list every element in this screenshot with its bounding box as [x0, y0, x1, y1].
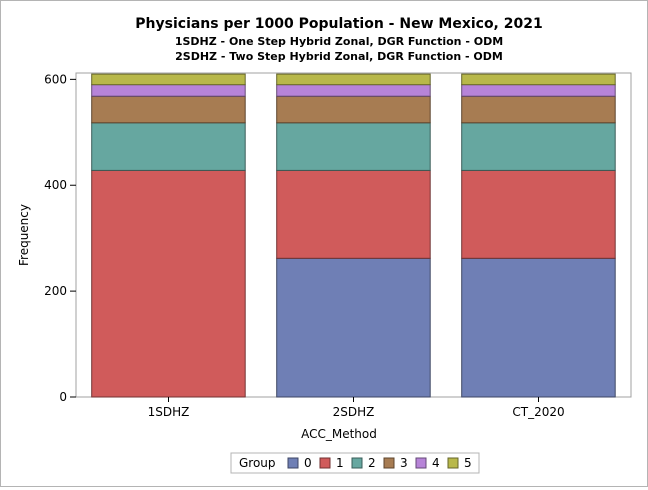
bar-segment-ct_2020-group-0	[461, 257, 616, 398]
bar-segment-2sdhz-group-2	[276, 122, 431, 171]
bar-segment-2sdhz-group-1	[276, 169, 431, 259]
x-tick-label-ct_2020: CT_2020	[512, 405, 564, 419]
bar-segment-ct_2020-group-1	[461, 169, 616, 259]
bar-segment-2sdhz-group-4	[276, 84, 431, 97]
y-tick-label: 400	[44, 178, 67, 192]
chart-subtitle-2: 2SDHZ - Two Step Hybrid Zonal, DGR Funct…	[175, 50, 503, 63]
bar-segment-ct_2020-group-5	[461, 73, 616, 86]
bar-segment-2sdhz-group-0	[276, 257, 431, 398]
legend-label-group-3: 3	[400, 456, 408, 470]
legend-swatch-group-0	[287, 457, 299, 469]
legend-title: Group	[239, 456, 276, 470]
legend-swatch-group-3	[383, 457, 395, 469]
legend-label-group-0: 0	[304, 456, 312, 470]
x-axis: 1SDHZ 2SDHZ CT_2020	[148, 397, 565, 419]
y-tick-label: 200	[44, 284, 67, 298]
bar-segment-1sdhz-group-2	[91, 122, 246, 171]
legend-swatch-group-2	[351, 457, 363, 469]
legend-label-group-1: 1	[336, 456, 344, 470]
bar-segment-2sdhz-group-5	[276, 73, 431, 86]
y-axis-label: Frequency	[17, 204, 31, 266]
bar-segment-1sdhz-group-5	[91, 73, 246, 86]
x-tick-label-2sdhz: 2SDHZ	[333, 405, 375, 419]
y-tick-label: 0	[59, 390, 67, 404]
chart-title: Physicians per 1000 Population - New Mex…	[135, 16, 542, 32]
bar-segment-1sdhz-group-3	[91, 95, 246, 124]
legend: Group 0 1 2 3 4 5	[239, 456, 472, 470]
bar-segment-ct_2020-group-2	[461, 122, 616, 171]
legend-swatch-group-4	[415, 457, 427, 469]
bar-segment-1sdhz-group-1	[91, 169, 246, 398]
bar-segment-ct_2020-group-4	[461, 84, 616, 97]
legend-label-group-5: 5	[464, 456, 472, 470]
bar-segment-ct_2020-group-3	[461, 95, 616, 124]
chart-subtitle-1: 1SDHZ - One Step Hybrid Zonal, DGR Funct…	[175, 35, 503, 48]
y-tick-label: 600	[44, 72, 67, 86]
x-tick-label-1sdhz: 1SDHZ	[148, 405, 190, 419]
legend-swatch-group-1	[319, 457, 331, 469]
legend-swatch-group-5	[447, 457, 459, 469]
bars-group	[91, 73, 616, 398]
legend-label-group-2: 2	[368, 456, 376, 470]
bar-segment-2sdhz-group-3	[276, 95, 431, 124]
x-axis-label: ACC_Method	[301, 427, 377, 441]
bar-segment-1sdhz-group-4	[91, 84, 246, 97]
legend-label-group-4: 4	[432, 456, 440, 470]
y-axis: 0 200 400 600	[44, 72, 76, 404]
